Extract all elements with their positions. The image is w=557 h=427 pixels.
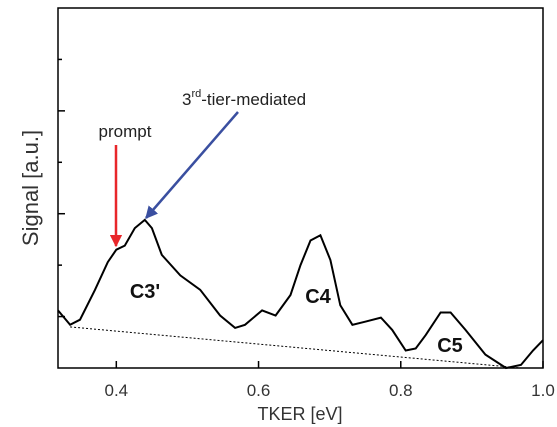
annotation-part: 3 bbox=[182, 90, 191, 109]
baseline bbox=[70, 326, 522, 369]
peak-label: C5 bbox=[437, 335, 463, 357]
y-axis-label: Signal [a.u.] bbox=[18, 130, 43, 246]
annotation: prompt bbox=[99, 122, 152, 141]
annotation: 3rd-tier-mediated bbox=[182, 88, 306, 109]
annotation-part: -tier-mediated bbox=[201, 90, 306, 109]
peak-label: C4 bbox=[305, 286, 331, 308]
x-tick-label: 1.0 bbox=[531, 381, 555, 400]
annotation-sup: rd bbox=[191, 88, 201, 100]
x-axis-label: TKER [eV] bbox=[257, 404, 342, 424]
plot-frame bbox=[57, 7, 544, 369]
arrow bbox=[145, 111, 239, 219]
peak-label: C3' bbox=[130, 281, 160, 303]
x-tick-label: 0.4 bbox=[104, 381, 128, 400]
x-tick-label: 0.6 bbox=[247, 381, 271, 400]
signal-line bbox=[57, 218, 544, 370]
x-tick-label: 0.8 bbox=[389, 381, 413, 400]
